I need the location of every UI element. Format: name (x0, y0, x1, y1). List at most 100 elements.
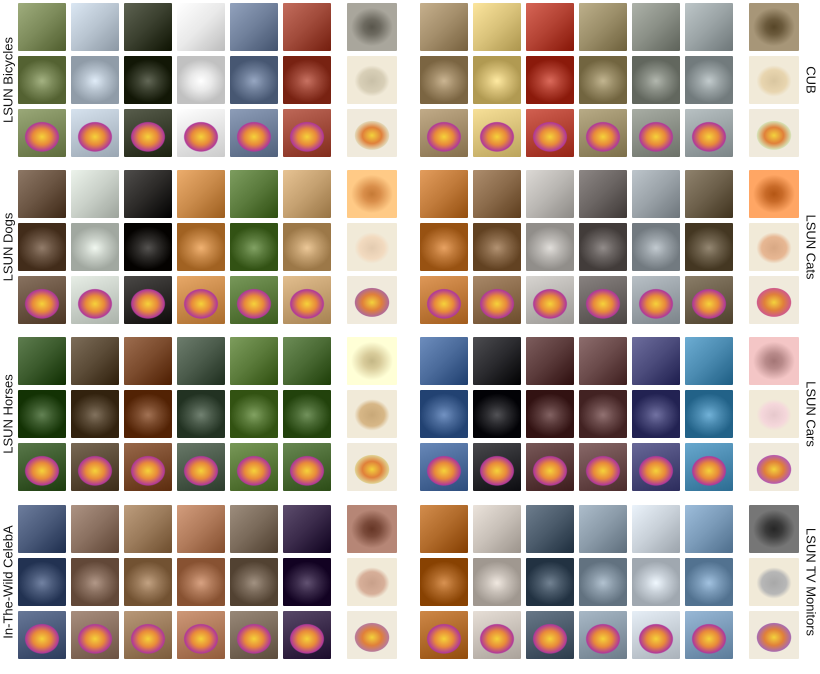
reconstruction-image (124, 558, 172, 606)
dataset-label: LSUN Bicycles (0, 37, 16, 123)
canonical-mesh-image (347, 611, 397, 659)
canonical-shape-image (347, 56, 397, 104)
input-image (685, 505, 733, 553)
input-image (124, 337, 172, 385)
input-image (124, 3, 172, 51)
canonical-mesh-image (347, 276, 397, 324)
input-image (632, 337, 680, 385)
input-image (579, 170, 627, 218)
input-image (71, 3, 119, 51)
reconstruction-image (71, 390, 119, 438)
mesh-overlay-image (420, 443, 468, 491)
input-image (579, 505, 627, 553)
mesh-overlay-image (632, 443, 680, 491)
input-image (685, 3, 733, 51)
reconstruction-image (579, 223, 627, 271)
mesh-overlay-image (632, 611, 680, 659)
input-image (177, 337, 225, 385)
mesh-overlay-image (420, 611, 468, 659)
input-image (283, 505, 331, 553)
mesh-overlay-image (685, 443, 733, 491)
input-image (283, 337, 331, 385)
reconstruction-image (177, 56, 225, 104)
mean-image (347, 337, 397, 385)
reconstruction-image (579, 558, 627, 606)
reconstruction-image (526, 223, 574, 271)
reconstruction-image (18, 390, 66, 438)
dataset-label: In-The-Wild CelebA (0, 525, 16, 639)
input-image (124, 170, 172, 218)
mesh-overlay-image (177, 611, 225, 659)
mesh-overlay-image (473, 276, 521, 324)
input-image (526, 170, 574, 218)
mesh-overlay-image (18, 109, 66, 157)
input-image (420, 3, 468, 51)
reconstruction-image (177, 390, 225, 438)
input-image (230, 170, 278, 218)
canonical-shape-image (347, 558, 397, 606)
input-image (124, 505, 172, 553)
reconstruction-image (71, 56, 119, 104)
mesh-overlay-image (632, 276, 680, 324)
mesh-overlay-image (685, 611, 733, 659)
input-image (230, 505, 278, 553)
input-image (632, 505, 680, 553)
mesh-overlay-image (124, 611, 172, 659)
mean-image (749, 505, 799, 553)
mesh-overlay-image (632, 109, 680, 157)
reconstruction-image (526, 56, 574, 104)
dataset-label: LSUN TV Monitors (803, 527, 819, 637)
dataset-label: CUB (803, 66, 819, 94)
mean-image (749, 3, 799, 51)
reconstruction-image (283, 390, 331, 438)
dataset-label: LSUN Horses (0, 374, 16, 454)
reconstruction-image (632, 223, 680, 271)
input-image (632, 170, 680, 218)
mesh-overlay-image (579, 611, 627, 659)
reconstruction-image (177, 558, 225, 606)
reconstruction-image (124, 56, 172, 104)
input-image (230, 337, 278, 385)
mesh-overlay-image (579, 109, 627, 157)
reconstruction-image (18, 56, 66, 104)
reconstruction-image (230, 390, 278, 438)
reconstruction-image (632, 558, 680, 606)
reconstruction-image (420, 558, 468, 606)
input-image (473, 3, 521, 51)
reconstruction-image (473, 56, 521, 104)
mesh-overlay-image (230, 109, 278, 157)
input-image (18, 3, 66, 51)
reconstruction-image (71, 558, 119, 606)
mesh-overlay-image (71, 443, 119, 491)
reconstruction-image (685, 56, 733, 104)
reconstruction-image (283, 56, 331, 104)
input-image (230, 3, 278, 51)
input-image (420, 337, 468, 385)
mesh-overlay-image (473, 443, 521, 491)
canonical-shape-image (749, 223, 799, 271)
mesh-overlay-image (230, 443, 278, 491)
mean-image (347, 3, 397, 51)
input-image (685, 170, 733, 218)
mesh-overlay-image (685, 276, 733, 324)
reconstruction-image (124, 390, 172, 438)
mesh-overlay-image (230, 611, 278, 659)
mesh-overlay-image (177, 443, 225, 491)
input-image (71, 337, 119, 385)
mesh-overlay-image (283, 443, 331, 491)
mesh-overlay-image (526, 611, 574, 659)
mesh-overlay-image (124, 443, 172, 491)
mesh-overlay-image (420, 276, 468, 324)
canonical-mesh-image (347, 443, 397, 491)
canonical-mesh-image (749, 611, 799, 659)
input-image (420, 505, 468, 553)
reconstruction-image (230, 56, 278, 104)
reconstruction-image (526, 558, 574, 606)
reconstruction-image (420, 223, 468, 271)
mesh-overlay-image (473, 611, 521, 659)
dataset-label: LSUN Dogs (0, 212, 16, 282)
mesh-overlay-image (177, 276, 225, 324)
reconstruction-image (18, 558, 66, 606)
input-image (177, 170, 225, 218)
dataset-label: LSUN Cats (803, 214, 819, 280)
